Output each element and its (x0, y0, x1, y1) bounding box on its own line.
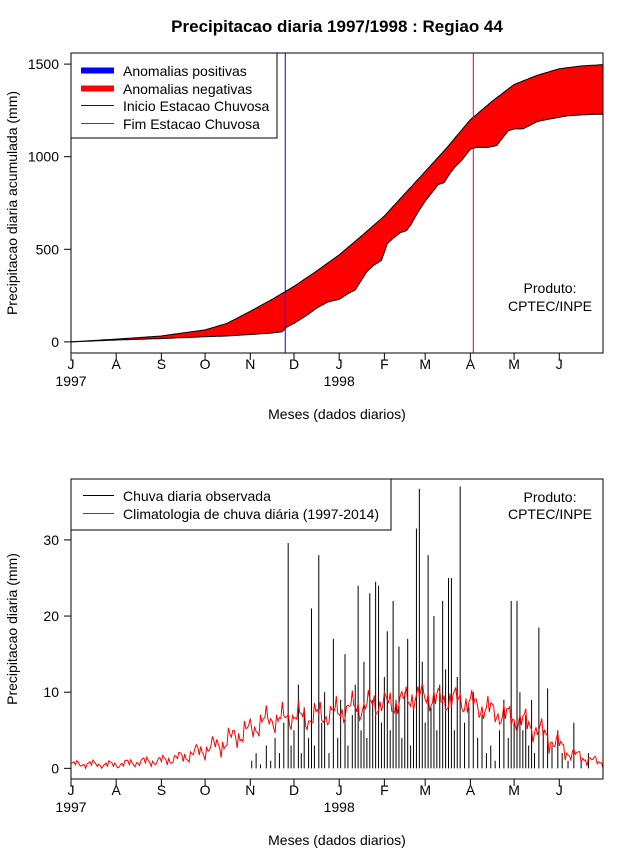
y-axis-bottom: 0 10 20 30 (43, 532, 71, 776)
legend-label-negative: Anomalias negativas (123, 81, 252, 97)
season-lines (284, 53, 474, 353)
y-tick-label-top: 0 (51, 334, 59, 350)
negative-anomaly-area (71, 64, 603, 342)
cumulative-lines (70, 64, 604, 343)
observed-cumulative-line (70, 113, 604, 343)
observed-spikes (251, 486, 589, 769)
y-tick-label-bottom: 20 (43, 608, 59, 624)
y-axis-label-top: Precipitacao diaria acumulada (mm) (4, 91, 20, 315)
x-tick-label-top: A (466, 356, 476, 372)
year-label-top: 1997 (55, 373, 86, 389)
annotation-source-bottom: CPTEC/INPE (508, 506, 592, 522)
x-tick-label-top: D (289, 356, 299, 372)
annotation-source-top: CPTEC/INPE (508, 298, 592, 314)
x-tick-label-bottom: A (466, 782, 476, 798)
x-tick-label-top: M (508, 356, 520, 372)
x-tick-label-top: F (380, 356, 389, 372)
anomaly-area (71, 64, 603, 342)
x-tick-label-top: J (68, 356, 75, 372)
page-title: Precipitacao diaria 1997/1998 : Regiao 4… (171, 17, 503, 36)
climatology-line (70, 683, 604, 770)
y-tick-label-top: 1000 (28, 149, 59, 165)
x-tick-label-bottom: O (200, 782, 211, 798)
x-tick-label-top: O (200, 356, 211, 372)
x-tick-label-bottom: S (157, 782, 166, 798)
x-tick-label-bottom: N (245, 782, 255, 798)
legend-bottom: Chuva diaria observada Climatologia de c… (70, 478, 392, 531)
y-tick-label-top: 500 (36, 241, 60, 257)
x-tick-label-bottom: M (508, 782, 520, 798)
x-tick-label-bottom: A (112, 782, 122, 798)
annotation-product-bottom: Produto: (524, 489, 577, 505)
legend-label-climatology: Climatologia de chuva diária (1997-2014) (123, 506, 379, 522)
legend-box-bottom (70, 478, 392, 531)
legend-label-end: Fim Estacao Chuvosa (123, 116, 260, 132)
legend-label-observed: Chuva diaria observada (123, 488, 271, 504)
x-tick-label-top: M (419, 356, 431, 372)
legend-label-positive: Anomalias positivas (123, 63, 247, 79)
year-label-top: 1998 (324, 373, 355, 389)
climatology-cumulative-line (70, 64, 604, 343)
year-label-bottom: 1997 (55, 799, 86, 815)
y-tick-label-bottom: 30 (43, 532, 59, 548)
y-tick-label-bottom: 0 (51, 760, 59, 776)
legend-top: Anomalias positivas Anomalias negativas … (70, 52, 278, 139)
x-axis-label-top: Meses (dados diarios) (268, 406, 406, 422)
y-tick-label-bottom: 10 (43, 684, 59, 700)
x-tick-label-bottom: D (289, 782, 299, 798)
year-label-bottom: 1998 (324, 799, 355, 815)
y-axis-label-bottom: Precipitacao diaria (mm) (4, 553, 20, 705)
x-tick-label-top: S (157, 356, 166, 372)
x-tick-label-bottom: J (68, 782, 75, 798)
climatology-daily-line (70, 683, 604, 770)
x-tick-label-top: A (112, 356, 122, 372)
x-tick-label-top: J (336, 356, 343, 372)
x-tick-label-bottom: M (419, 782, 431, 798)
x-tick-label-top: J (556, 356, 563, 372)
x-axis-label-bottom: Meses (dados diarios) (268, 832, 406, 848)
x-tick-label-top: N (245, 356, 255, 372)
x-tick-label-bottom: J (556, 782, 563, 798)
x-tick-label-bottom: J (336, 782, 343, 798)
y-axis-top: 0 500 1000 1500 (28, 56, 71, 350)
annotation-product-top: Produto: (524, 280, 577, 296)
legend-label-start: Inicio Estacao Chuvosa (123, 98, 270, 114)
y-tick-label-top: 1500 (28, 56, 59, 72)
x-tick-label-bottom: F (380, 782, 389, 798)
plot-frame-top (70, 52, 604, 354)
